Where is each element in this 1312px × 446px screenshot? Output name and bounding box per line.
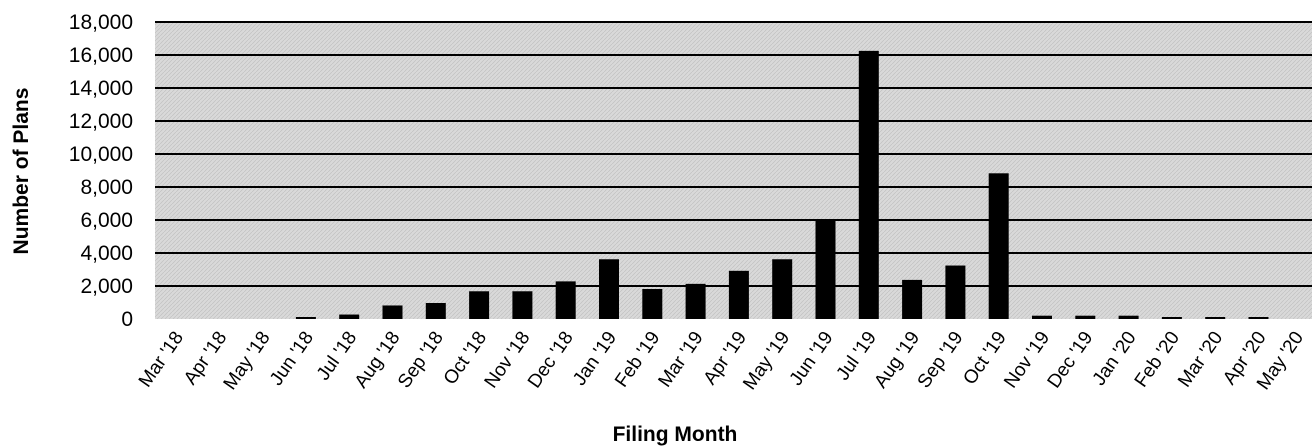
gridlines — [155, 21, 1312, 287]
y-axis-ticks: 0 2,000 4,000 6,000 8,000 10,000 12,000 14,000 1… — [69, 11, 133, 331]
y-tick-label: 8,000 — [80, 176, 133, 199]
bar — [815, 220, 836, 319]
y-tick-label: 18,000 — [69, 11, 133, 34]
bar — [902, 279, 923, 319]
x-tick-label: Jun '19 — [786, 328, 838, 390]
x-axis-label: Filing Month — [613, 423, 738, 446]
bar — [772, 259, 793, 319]
bar — [339, 314, 360, 319]
y-tick-label: 0 — [121, 308, 133, 331]
x-tick-label: Sep '19 — [914, 328, 968, 392]
bar — [858, 50, 879, 319]
bar — [1118, 315, 1139, 319]
bar — [642, 288, 663, 319]
bar — [945, 265, 966, 319]
bar — [1032, 315, 1052, 319]
x-tick-label: Sep '18 — [394, 328, 448, 392]
bar — [469, 291, 490, 319]
y-tick-label: 14,000 — [69, 77, 133, 100]
y-tick-label: 4,000 — [80, 242, 133, 265]
y-tick-label: 10,000 — [69, 143, 133, 166]
x-tick-label: Mar '18 — [135, 328, 188, 391]
bar — [425, 302, 446, 319]
x-tick-label: Mar '20 — [1174, 328, 1227, 391]
bar — [728, 270, 749, 319]
plot-area — [155, 22, 1312, 319]
y-tick-label: 12,000 — [69, 110, 133, 133]
x-tick-label: Dec '18 — [524, 328, 578, 392]
bar — [512, 291, 533, 319]
x-tick-label: Jun '18 — [266, 328, 318, 390]
bar — [988, 173, 1009, 319]
bar — [685, 283, 706, 319]
y-tick-label: 16,000 — [69, 44, 133, 67]
bar — [382, 305, 403, 319]
bar — [295, 317, 316, 319]
bar — [1161, 317, 1182, 319]
x-tick-label: Dec '19 — [1044, 328, 1098, 392]
bar — [555, 281, 576, 319]
bars — [295, 50, 1269, 319]
y-tick-label: 2,000 — [80, 275, 133, 298]
bar — [1075, 315, 1096, 319]
x-tick-label: Mar '19 — [654, 328, 707, 391]
y-tick-label: 6,000 — [80, 209, 133, 232]
y-axis-label: Number of Plans — [10, 88, 33, 255]
bar — [1205, 317, 1226, 319]
bar — [599, 259, 619, 319]
bar — [1248, 317, 1269, 319]
